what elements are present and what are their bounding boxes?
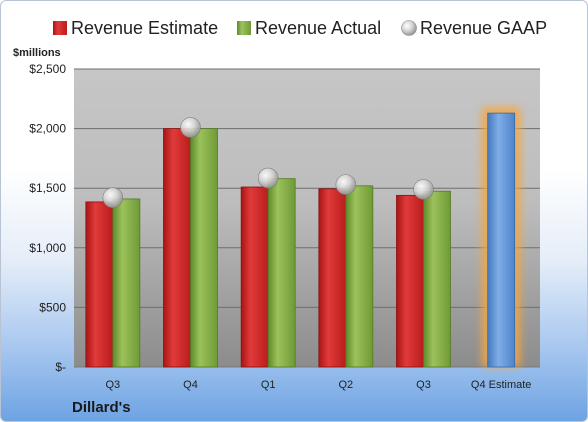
bar-revenue-estimate [396,194,424,368]
svg-text:Revenue Estimate: Revenue Estimate [71,18,218,38]
x-tick-label: Q3 [105,379,120,391]
x-tick-label: Q3 [416,379,431,391]
bar-revenue-actual [345,185,374,368]
y-tick-label: $1,000 [29,241,66,255]
svg-text:Revenue GAAP: Revenue GAAP [420,18,547,38]
bar-revenue-estimate [318,188,347,368]
x-tick-label: Q1 [261,379,276,391]
svg-text:Revenue Actual: Revenue Actual [255,18,381,38]
legend-item-revenue-gaap: Revenue GAAP [401,18,547,38]
bar-revenue-actual [112,198,141,368]
bar-revenue-estimate [163,128,191,368]
y-tick-label: $500 [39,300,66,314]
bar-revenue-estimate [240,186,269,368]
marker-revenue-gaap [413,179,434,200]
unit-label: $millions [13,47,61,59]
marker-revenue-gaap [102,187,124,209]
legend-item-revenue-actual: Revenue Actual [237,18,381,38]
legend: Revenue Estimate Revenue Actual Revenue … [53,18,547,38]
bar-revenue-estimate [85,201,114,368]
bar-revenue-actual [190,128,218,368]
marker-revenue-gaap [180,117,201,138]
forecast-bar [487,112,516,368]
x-tick-label: Q4 [183,379,198,391]
company-name: Dillard's [72,399,131,416]
x-tick-label: Q4 Estimate [471,379,532,391]
y-tick-label: $2,500 [29,62,66,76]
bar-revenue-actual [423,190,451,368]
legend-item-revenue-estimate: Revenue Estimate [53,18,218,38]
y-tick-label: $2,000 [29,122,66,136]
y-tick-label: $1,500 [29,181,66,195]
marker-revenue-gaap [335,174,357,195]
marker-revenue-gaap [257,167,279,189]
x-tick-label: Q2 [338,379,353,391]
y-tick-label: $- [55,360,66,374]
plot-area [74,69,540,367]
bar-revenue-actual [267,178,296,368]
